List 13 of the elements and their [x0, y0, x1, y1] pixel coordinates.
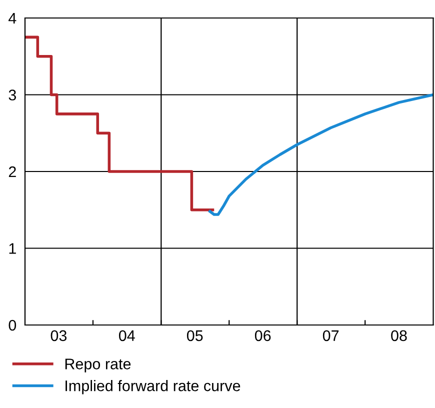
y-tick-label: 2 — [8, 166, 16, 178]
y-tick-label: 4 — [8, 13, 16, 24]
y-tick-label: 0 — [8, 320, 16, 331]
x-tick-label: 06 — [254, 330, 271, 342]
x-tick-label: 04 — [118, 330, 135, 342]
x-tick-label: 08 — [391, 330, 407, 342]
y-tick-label: 1 — [9, 243, 16, 254]
x-tick-label: 07 — [322, 330, 339, 342]
x-tick-label: 03 — [50, 330, 67, 342]
legend-label: Implied forward rate curve — [66, 380, 240, 394]
legend-label: Repo rate — [65, 358, 131, 372]
y-tick-label: 3 — [8, 90, 16, 100]
x-tick-label: 05 — [186, 330, 203, 342]
